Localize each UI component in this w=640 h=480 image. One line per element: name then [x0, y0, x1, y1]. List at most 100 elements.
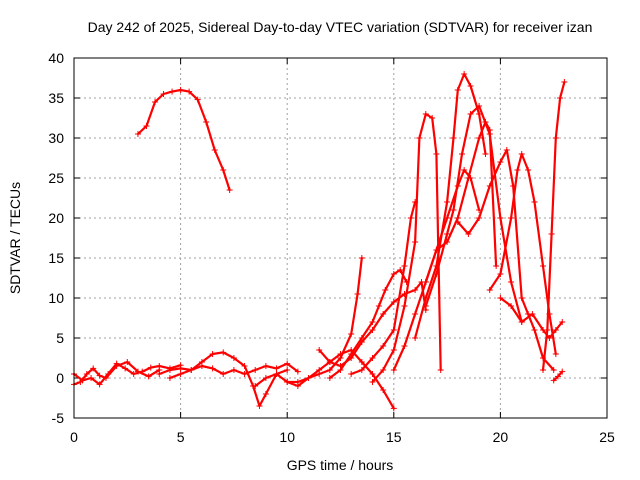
- data-point: [220, 167, 227, 173]
- data-point: [433, 247, 440, 253]
- data-point: [294, 379, 301, 385]
- data-point: [461, 71, 468, 77]
- data-point: [482, 151, 489, 157]
- data-point: [461, 167, 468, 173]
- y-tick-label: 20: [48, 210, 64, 226]
- data-point: [561, 79, 568, 85]
- data-point: [88, 375, 95, 381]
- data-point: [186, 88, 193, 95]
- data-point: [139, 368, 146, 375]
- data-point: [262, 391, 269, 397]
- data-point: [305, 375, 312, 381]
- data-point: [369, 355, 376, 361]
- data-point: [401, 263, 408, 269]
- data-point: [382, 287, 389, 293]
- data-point: [454, 87, 461, 93]
- data-point: [390, 271, 397, 277]
- y-tick-label: 5: [56, 330, 64, 346]
- series-sat-q: [486, 151, 559, 357]
- data-point: [358, 367, 365, 373]
- series-sat-k: [369, 111, 444, 385]
- data-point: [508, 303, 515, 309]
- data-point: [497, 159, 504, 165]
- series-line: [371, 112, 442, 384]
- data-point: [230, 367, 237, 373]
- data-point: [316, 367, 323, 373]
- data-point: [160, 91, 167, 97]
- data-point: [326, 367, 333, 373]
- data-point: [407, 215, 414, 221]
- data-point: [380, 311, 387, 317]
- data-point: [552, 351, 559, 357]
- data-point: [380, 343, 387, 349]
- series-line: [318, 280, 427, 368]
- data-point: [450, 135, 457, 141]
- series-line: [456, 148, 555, 372]
- data-point: [497, 215, 504, 221]
- series-sat-m: [412, 71, 489, 341]
- data-point: [337, 351, 344, 357]
- data-point: [166, 367, 173, 373]
- data-point: [401, 303, 408, 309]
- data-point: [230, 355, 237, 361]
- data-point: [316, 347, 323, 353]
- data-point: [444, 199, 451, 205]
- data-point: [540, 263, 547, 269]
- data-point: [529, 311, 536, 317]
- data-point: [437, 367, 444, 373]
- data-point: [369, 371, 376, 377]
- data-point: [294, 368, 301, 375]
- data-point: [166, 375, 173, 381]
- data-point: [156, 363, 163, 369]
- data-point: [397, 267, 404, 273]
- data-point: [252, 383, 259, 389]
- data-point: [90, 365, 97, 372]
- data-point: [444, 231, 451, 237]
- data-point: [390, 299, 397, 305]
- data-point: [514, 167, 521, 173]
- data-point: [220, 349, 227, 356]
- series-line: [136, 88, 231, 192]
- data-point: [525, 167, 532, 173]
- data-point: [552, 135, 559, 141]
- series-sat-c: [71, 360, 184, 388]
- data-point: [369, 319, 376, 325]
- data-point: [262, 375, 269, 381]
- data-point: [241, 371, 248, 377]
- data-point: [348, 331, 355, 337]
- data-point: [497, 271, 504, 277]
- data-point: [390, 347, 397, 353]
- data-point: [226, 187, 233, 193]
- data-point: [422, 111, 429, 117]
- x-tick-label: 15: [386, 429, 402, 445]
- data-point: [83, 371, 90, 377]
- data-point: [380, 367, 387, 373]
- data-point: [429, 115, 436, 121]
- data-point: [552, 327, 559, 333]
- data-point: [122, 365, 129, 372]
- data-point: [220, 371, 227, 377]
- plot-data: [71, 71, 568, 412]
- data-point: [284, 360, 291, 367]
- data-point: [209, 351, 216, 357]
- data-point: [493, 263, 500, 269]
- data-point: [422, 279, 429, 285]
- data-point: [544, 327, 551, 333]
- data-point: [508, 279, 515, 285]
- data-point: [433, 271, 440, 277]
- series-sat-f: [252, 255, 365, 389]
- x-tick-label: 20: [493, 429, 509, 445]
- series-line: [488, 152, 557, 356]
- x-tick-label: 0: [70, 429, 78, 445]
- data-point: [369, 379, 376, 385]
- data-point: [147, 364, 154, 371]
- data-point: [465, 175, 472, 181]
- data-point: [113, 360, 120, 367]
- data-point: [559, 368, 566, 375]
- data-point: [273, 371, 280, 377]
- data-point: [476, 215, 483, 221]
- data-point: [284, 379, 291, 385]
- data-point: [390, 367, 397, 373]
- tick-labels: 0 5 10 15 20 25 -5 0 5 10 15 20 25 30 35 40: [48, 50, 615, 445]
